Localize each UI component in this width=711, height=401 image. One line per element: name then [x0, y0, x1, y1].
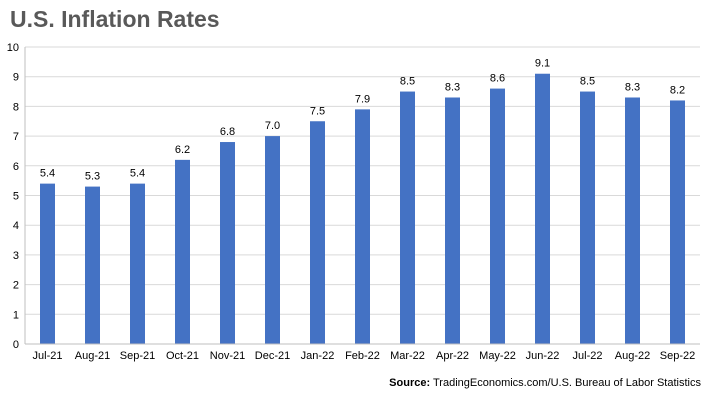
- data-label: 5.3: [85, 171, 100, 183]
- x-tick-label: Jun-22: [526, 350, 560, 362]
- bar: [490, 88, 505, 344]
- bar: [175, 159, 190, 344]
- x-tick-label: Jul-22: [573, 350, 603, 362]
- bar: [130, 183, 145, 344]
- bar: [355, 109, 370, 345]
- y-tick-label: 6: [13, 161, 19, 173]
- bar: [265, 136, 280, 344]
- y-tick-label: 0: [13, 339, 19, 351]
- x-tick-label: Jan-22: [301, 350, 335, 362]
- data-label: 8.3: [625, 81, 640, 93]
- bar: [445, 97, 460, 345]
- bar: [535, 73, 550, 344]
- bar: [670, 100, 685, 345]
- data-label: 8.6: [490, 73, 505, 85]
- data-label: 8.5: [580, 76, 595, 88]
- bar: [400, 91, 415, 344]
- x-tick-label: Oct-21: [166, 350, 199, 362]
- x-tick-label: Apr-22: [436, 350, 469, 362]
- source-label: Source:: [389, 377, 431, 389]
- data-label: 8.2: [670, 84, 685, 96]
- bar: [220, 142, 235, 344]
- x-tick-label: Dec-21: [255, 350, 290, 362]
- x-tick-label: May-22: [479, 350, 516, 362]
- x-axis-tick-labels: Jul-21 Aug-21 Sep-21 Oct-21 Nov-21 Dec-21 Jan-…: [33, 350, 696, 362]
- bar: [85, 186, 100, 344]
- data-label: 9.1: [535, 58, 550, 70]
- bar: [580, 91, 595, 344]
- x-tick-label: Aug-21: [75, 350, 110, 362]
- x-tick-label: Mar-22: [390, 350, 425, 362]
- data-label: 5.4: [130, 168, 145, 180]
- y-tick-label: 2: [13, 280, 19, 292]
- bar: [310, 121, 325, 344]
- x-tick-label: Sep-21: [120, 350, 155, 362]
- y-tick-label: 9: [13, 72, 19, 84]
- bar: [40, 183, 55, 344]
- data-label: 6.8: [220, 126, 235, 138]
- data-label: 6.2: [175, 144, 190, 156]
- y-axis-tick-labels: 0 1 2 3 4 5 6 7 8 9 10: [7, 42, 19, 351]
- x-tick-label: Aug-22: [615, 350, 650, 362]
- x-tick-label: Feb-22: [345, 350, 380, 362]
- y-tick-label: 4: [13, 220, 19, 232]
- y-tick-label: 3: [13, 250, 19, 262]
- source-note: Source: TradingEconomics.com/U.S. Bureau…: [389, 377, 701, 389]
- y-tick-label: 5: [13, 191, 19, 203]
- data-label: 8.5: [400, 76, 415, 88]
- bars: [40, 73, 685, 345]
- x-tick-label: Sep-22: [660, 350, 695, 362]
- data-label: 7.9: [355, 93, 370, 105]
- source-text: TradingEconomics.com/U.S. Bureau of Labo…: [433, 377, 701, 389]
- data-label: 8.3: [445, 81, 460, 93]
- x-tick-label: Nov-21: [210, 350, 245, 362]
- data-label: 7.0: [265, 120, 280, 132]
- y-tick-label: 10: [7, 42, 19, 54]
- chart-title: U.S. Inflation Rates: [10, 6, 220, 32]
- y-tick-label: 1: [13, 309, 19, 321]
- y-tick-label: 7: [13, 131, 19, 143]
- x-tick-label: Jul-21: [33, 350, 63, 362]
- bar: [625, 97, 640, 345]
- data-label: 5.4: [40, 168, 55, 180]
- data-labels: 5.4 5.3 5.4 6.2 6.8 7.0 7.5 7.9 8.5 8.3 8.6 9.1 8.5 8…: [40, 58, 685, 183]
- data-label: 7.5: [310, 105, 325, 117]
- y-tick-label: 8: [13, 101, 19, 113]
